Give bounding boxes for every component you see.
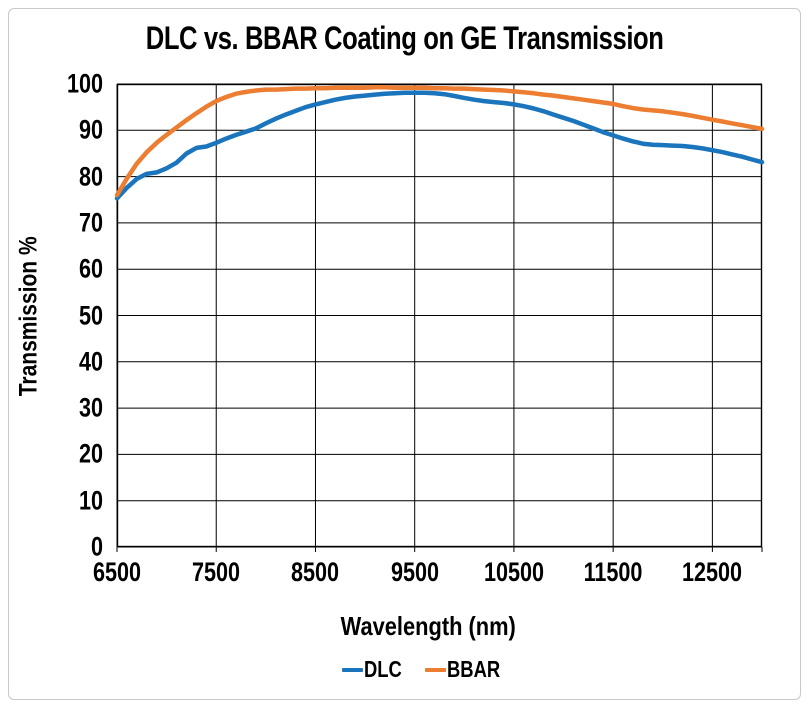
y-tick-label-100: 100 [0,68,103,99]
legend-label-bbar: BBAR [447,656,501,682]
y-tick-label-50: 50 [0,302,103,329]
legend-swatch-bbar [425,667,447,672]
x-tick-label-11500: 11500 [576,559,650,586]
x-tick-label-8500: 8500 [285,559,345,586]
y-tick-label-text: 90 [78,114,103,145]
x-axis-title: Wavelength (nm) [117,611,739,642]
y-tick-label-0: 0 [0,531,103,562]
series-line-bbar [114,84,765,198]
legend-label-dlc: DLC [364,656,402,682]
x-tick-label-text: 8500 [291,557,340,587]
chart-title-text: DLC vs. BBAR Coating on GE Transmission [145,20,664,56]
x-tick-label-text: 11500 [583,557,643,587]
legend: DLC BBAR [117,658,739,681]
y-tick-label-text: 0 [90,531,103,562]
x-tick-label-6500: 6500 [87,559,147,586]
y-axis-title-text: Transmission % [14,236,43,397]
y-tick-label-text: 30 [78,392,103,423]
y-tick-label-text: 80 [78,161,103,192]
y-tick-label-text: 50 [78,300,103,330]
y-tick-label-70: 70 [0,209,103,236]
y-tick-label-text: 10 [78,485,103,516]
y-tick-label-20: 20 [0,438,103,469]
y-tick-label-60: 60 [0,253,103,284]
x-tick-label-7500: 7500 [186,559,246,586]
x-tick-label-text: 6500 [92,557,142,587]
x-tick-label-10500: 10500 [476,559,551,586]
y-tick-label-text: 20 [78,438,103,469]
x-axis-title-text: Wavelength (nm) [340,611,516,641]
x-tick-label-9500: 9500 [385,559,445,586]
y-tick-label-90: 90 [0,114,103,145]
y-tick-label-text: 70 [78,207,103,238]
y-axis-title: Transmission % [15,87,44,547]
legend-swatch-dlc [342,667,364,672]
x-tick-label-text: 10500 [483,557,544,587]
y-tick-label-40: 40 [0,348,103,375]
x-tick-label-12500: 12500 [675,559,750,586]
plot-border [116,83,763,548]
y-tick-label-30: 30 [0,392,103,423]
y-tick-label-text: 60 [78,253,103,284]
x-tick-label-text: 12500 [682,557,743,587]
y-tick-label-text: 100 [66,68,103,99]
plot-area [114,83,765,552]
y-tick-label-10: 10 [0,487,103,514]
legend-item-dlc: DLC [342,658,411,681]
x-tick-label-text: 7500 [192,557,241,587]
x-tick-label-text: 9500 [390,557,439,587]
y-tick-label-text: 40 [78,346,103,377]
legend-item-bbar: BBAR [425,658,513,681]
series-line-dlc [114,90,765,201]
y-tick-label-80: 80 [0,163,103,190]
chart-title: DLC vs. BBAR Coating on GE Transmission [0,20,809,57]
